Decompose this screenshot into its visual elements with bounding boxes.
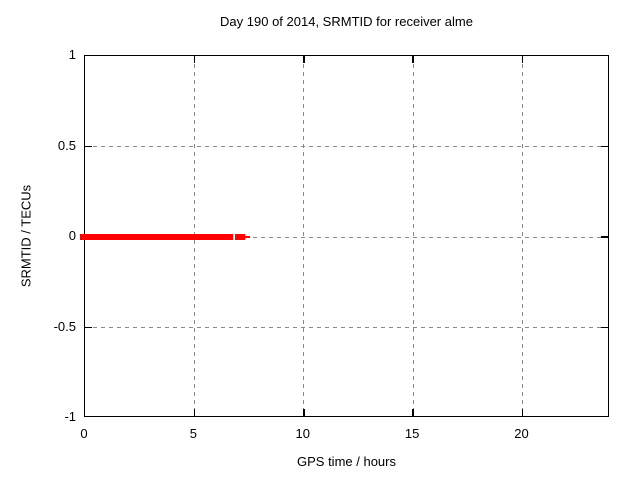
x-tick-label: 20 — [514, 426, 529, 441]
h-gridline — [85, 146, 608, 147]
data-series-segment — [235, 234, 245, 240]
data-series-thin-segment — [244, 236, 250, 238]
x-tick-mark-bottom — [521, 409, 524, 416]
x-tick-mark-bottom — [412, 409, 414, 416]
y-tick-mark-left — [85, 145, 92, 148]
y-tick-label: 0 — [68, 228, 76, 243]
x-tick-mark-bottom — [193, 409, 196, 416]
x-tick-label: 15 — [404, 426, 420, 441]
v-gridline — [412, 56, 414, 416]
y-tick-label: -0.5 — [53, 318, 76, 334]
y-tick-mark-right — [601, 326, 608, 329]
x-tick-mark-top — [412, 56, 414, 63]
y-tick-mark-right — [601, 145, 608, 148]
y-tick-mark-left — [85, 326, 92, 329]
x-tick-mark-top — [303, 56, 305, 63]
x-tick-label: 10 — [295, 426, 310, 441]
y-tick-label: 0.5 — [57, 137, 76, 153]
x-tick-label: 5 — [189, 426, 197, 441]
y-tick-mark-right — [601, 236, 608, 238]
h-gridline — [85, 236, 608, 238]
x-tick-mark-top — [521, 56, 524, 63]
plot-area — [80, 55, 609, 417]
data-series-segment — [80, 234, 233, 240]
x-tick-mark-top — [193, 56, 196, 63]
x-tick-mark-bottom — [303, 409, 305, 416]
y-tick-label: 1 — [68, 47, 76, 62]
y-tick-label: -1 — [64, 409, 76, 424]
v-gridline — [522, 56, 523, 416]
chart-title: Day 190 of 2014, SRMTID for receiver alm… — [220, 14, 473, 29]
v-gridline — [303, 56, 305, 416]
x-tick-label: 0 — [80, 426, 88, 441]
h-gridline — [85, 327, 608, 328]
x-axis-label: GPS time / hours — [297, 454, 396, 469]
